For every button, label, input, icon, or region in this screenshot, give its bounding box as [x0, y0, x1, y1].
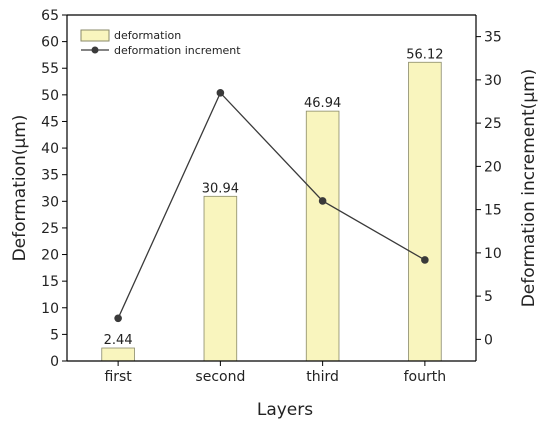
bar-fourth	[408, 61, 442, 362]
y-tick-label-20: 20	[41, 248, 59, 264]
y-axis-title: Deformation(μm)	[10, 115, 30, 262]
bar-third	[305, 110, 340, 362]
bar-first	[101, 347, 135, 362]
y2-tick-label-25: 25	[484, 116, 502, 132]
y-tick-label-30: 30	[41, 194, 59, 210]
y-tick-label-40: 40	[41, 141, 59, 157]
y2-tick-label-30: 30	[484, 73, 502, 89]
y-tick-label-45: 45	[41, 114, 59, 130]
y-tick-label-55: 55	[41, 61, 59, 77]
y-tick-label-5: 5	[50, 327, 59, 343]
increment-line	[117, 91, 426, 319]
y2-tick-label-5: 5	[484, 289, 493, 305]
legend: deformation deformation increment	[80, 29, 241, 57]
y-tick-label-10: 10	[41, 301, 59, 317]
axes-layer	[66, 14, 477, 362]
ticks-layer: 0 5 10 15 20 25 30 35 40 45 50 55 60 65 0 5 10 15 20 25 30 35…	[41, 8, 502, 385]
y-tick-label-15: 15	[41, 274, 59, 290]
x-tick-label-third: third	[306, 369, 339, 385]
y2-tick-label-10: 10	[484, 246, 502, 262]
y2-tick-label-20: 20	[484, 159, 502, 175]
y2-tick-label-0: 0	[484, 332, 493, 348]
bar-second	[203, 195, 238, 362]
legend-label-deformation: deformation	[114, 29, 181, 42]
increment-point-third	[318, 197, 327, 205]
y2-tick-label-35: 35	[484, 30, 502, 46]
x-tick-label-fourth: fourth	[404, 369, 447, 385]
bar-value-label-second: 30.94	[202, 181, 239, 196]
line-layer	[114, 89, 429, 323]
x-tick-label-first: first	[104, 369, 132, 385]
legend-line-marker	[91, 46, 99, 54]
y-tick-label-50: 50	[41, 88, 59, 104]
bar-value-label-fourth: 56.12	[406, 47, 443, 62]
y-tick-label-25: 25	[41, 221, 59, 237]
x-axis-title: Layers	[257, 400, 313, 420]
y2-axis-title: Deformation increment(μm)	[519, 69, 539, 308]
y-tick-label-35: 35	[41, 168, 59, 184]
y-tick-label-60: 60	[41, 35, 59, 51]
bar-value-label-first: 2.44	[104, 333, 133, 348]
legend-label-deformation-increment: deformation increment	[114, 44, 241, 57]
increment-point-first	[114, 314, 122, 323]
y2-tick-label-15: 15	[484, 203, 502, 219]
y-tick-label-65: 65	[41, 8, 59, 24]
bar-value-label-third: 46.94	[304, 96, 341, 111]
increment-point-fourth	[421, 256, 429, 264]
x-tick-label-second: second	[195, 369, 245, 385]
increment-point-second	[216, 89, 225, 97]
bars-layer: 2.44 30.94 46.94 56.12	[101, 47, 443, 362]
legend-bar-swatch	[80, 29, 110, 42]
y-tick-label-0: 0	[50, 354, 59, 370]
